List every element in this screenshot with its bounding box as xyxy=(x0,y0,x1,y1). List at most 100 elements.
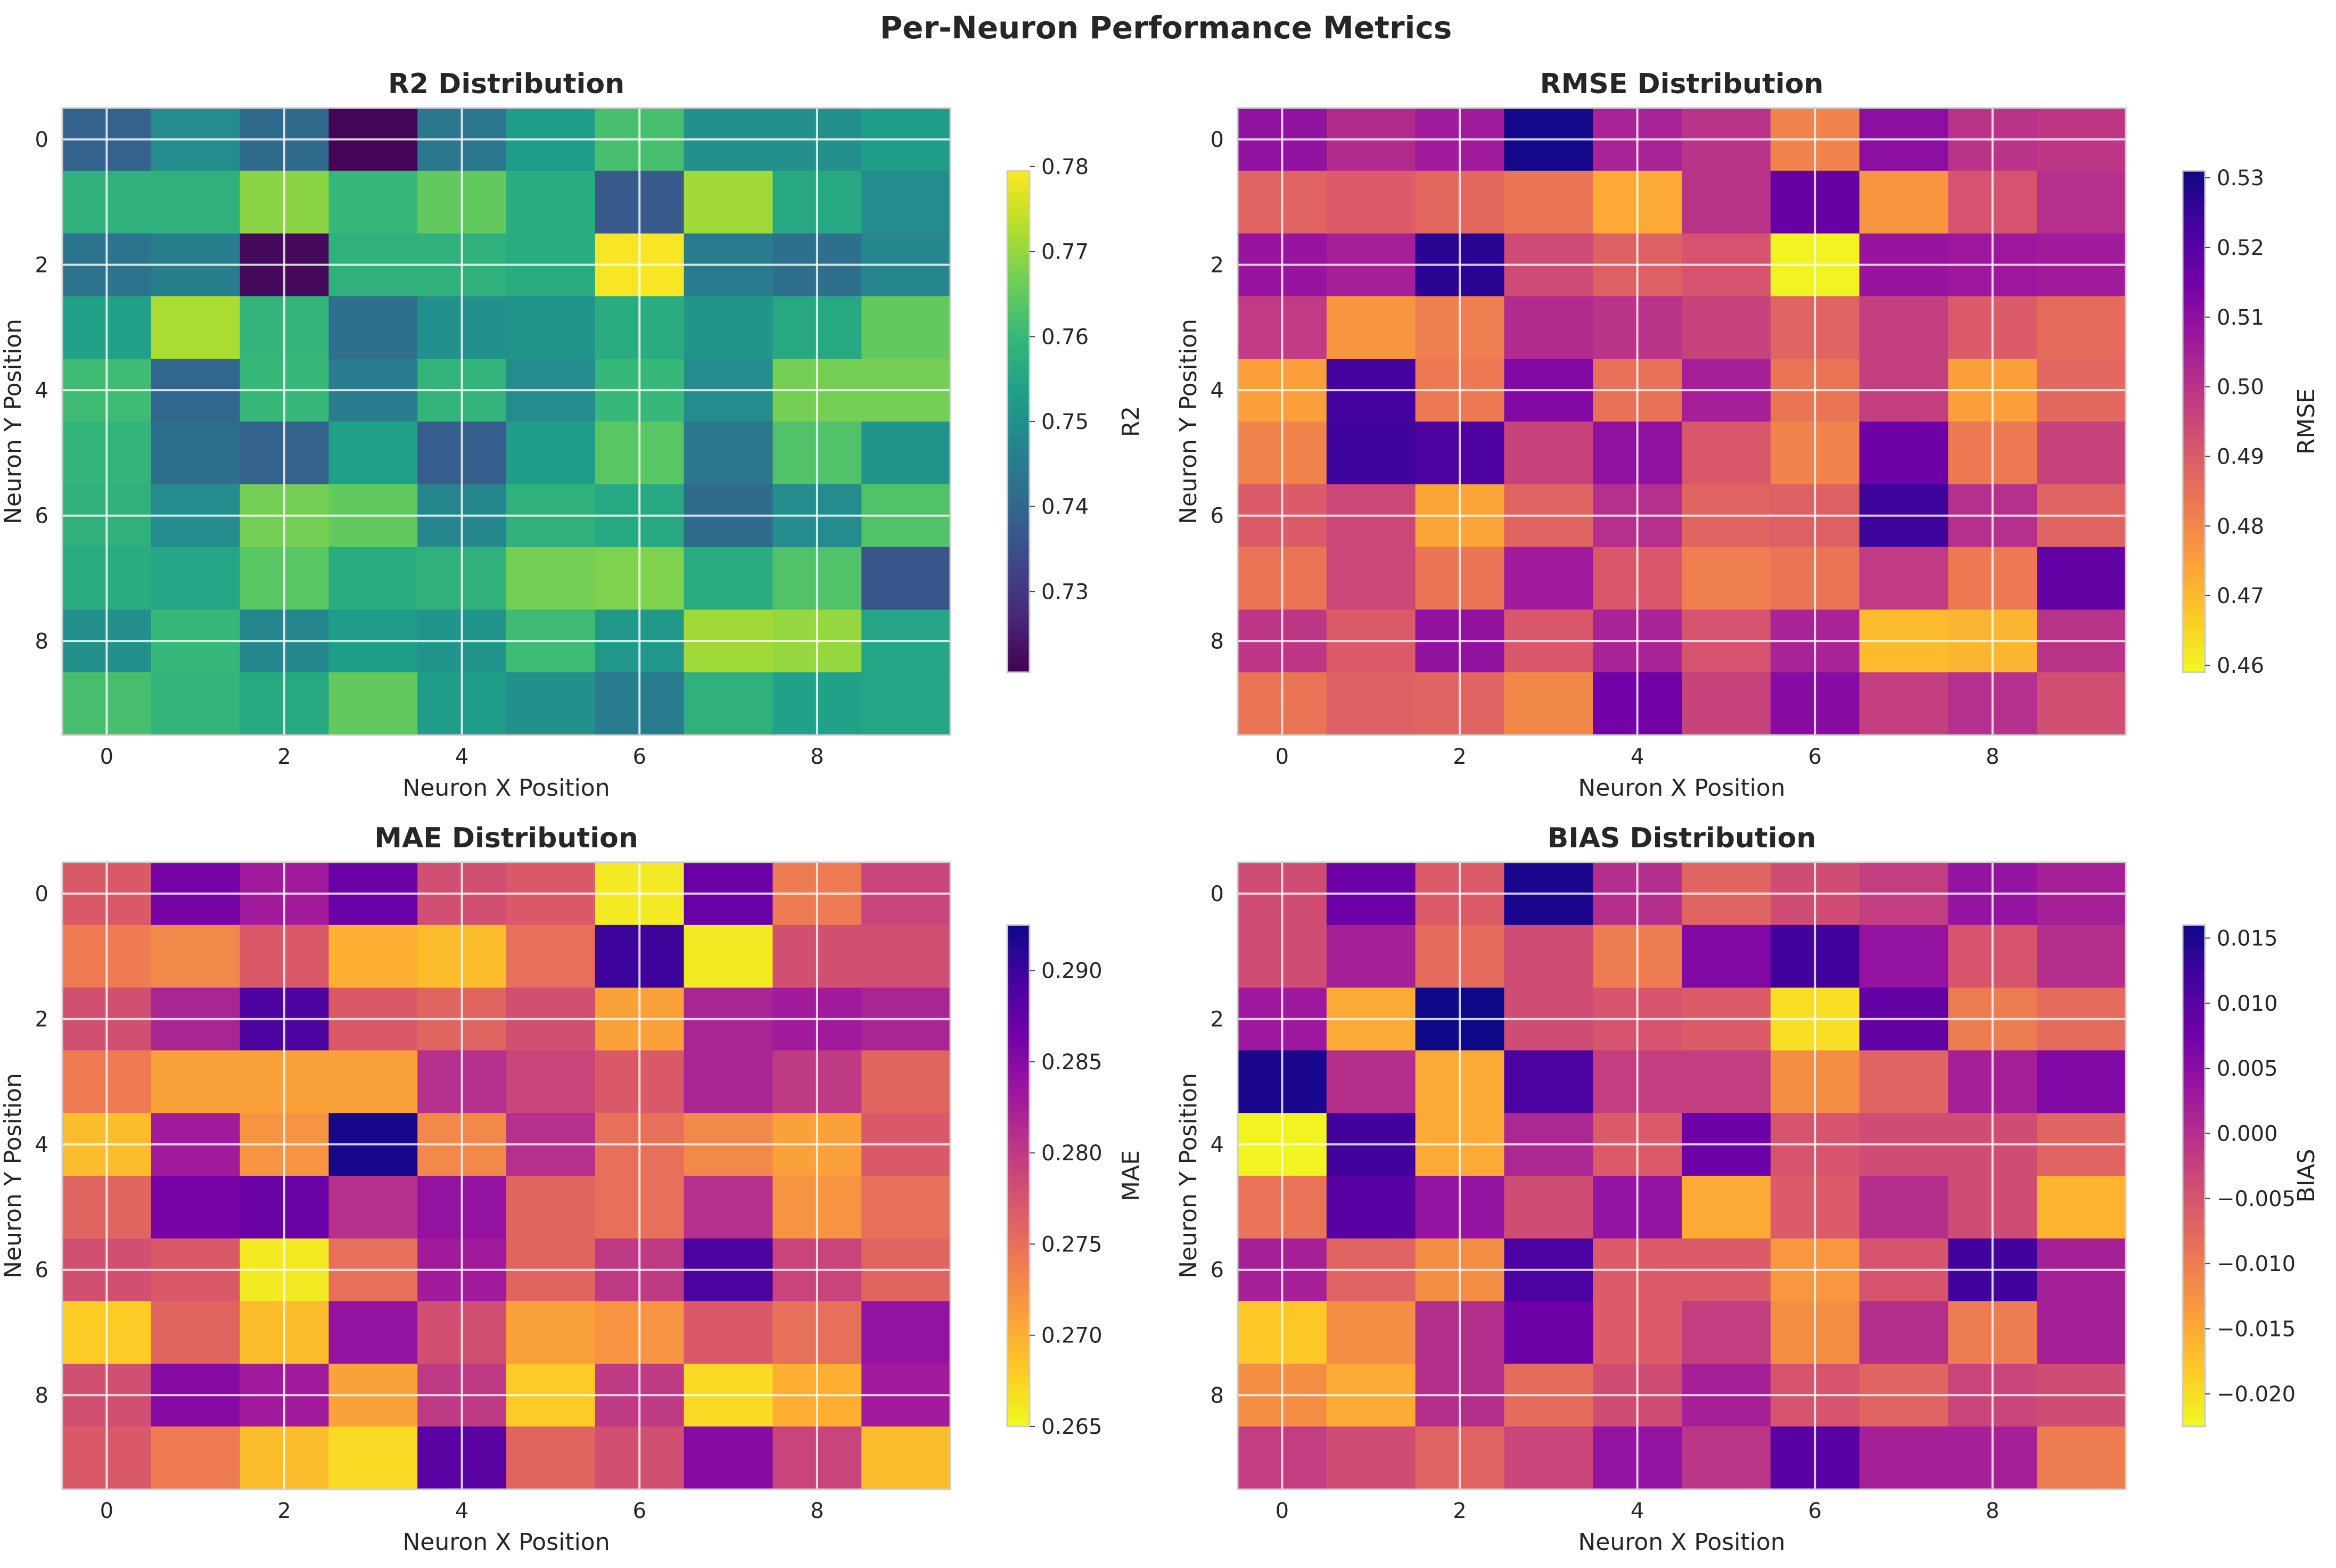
colorbar-segment xyxy=(2183,1272,2205,1277)
colorbar-segment xyxy=(2183,954,2205,959)
heatmap-cell xyxy=(1682,1176,1771,1239)
colorbar-segment xyxy=(1007,1009,1030,1013)
colorbar-segment xyxy=(1007,350,1030,356)
colorbar-segment xyxy=(2183,200,2205,205)
colorbar-segment xyxy=(1007,1201,1030,1206)
colorbar-segment xyxy=(2183,1339,2205,1343)
heatmap-cell xyxy=(1504,1301,1593,1365)
colorbar-segment xyxy=(2183,505,2205,510)
colorbar-segment xyxy=(1007,1096,1030,1101)
heatmap-cell xyxy=(861,170,951,234)
colorbar-segment xyxy=(2183,1414,2205,1419)
colorbar-segment xyxy=(2183,1171,2205,1176)
colorbar-segment xyxy=(2183,617,2205,623)
colorbar-segment xyxy=(2183,350,2205,356)
colorbar-segment xyxy=(1007,1259,1030,1264)
colorbar-segment xyxy=(2183,572,2205,577)
colorbar-segment xyxy=(1007,555,1030,560)
colorbar-segment xyxy=(2183,1209,2205,1214)
axes-frame xyxy=(61,861,951,1490)
colorbar-segment xyxy=(1007,480,1030,485)
colorbar-tick-label: 0.53 xyxy=(2217,166,2264,191)
colorbar-segment xyxy=(1007,1179,1030,1185)
colorbar-segment xyxy=(1007,1305,1030,1310)
colorbar-segment xyxy=(2183,1401,2205,1406)
colorbar-segment xyxy=(2183,589,2205,593)
colorbar-segment xyxy=(2183,651,2205,656)
colorbar-segment xyxy=(2183,1163,2205,1168)
colorbar-segment xyxy=(1007,950,1030,955)
y-tick-label: 4 xyxy=(35,1133,48,1157)
colorbar-segment xyxy=(2183,1301,2205,1306)
colorbar-segment xyxy=(1007,1226,1030,1231)
colorbar-segment xyxy=(1007,187,1030,193)
colorbar-segment xyxy=(2183,634,2205,639)
y-axis-label: Neuron Y Position xyxy=(1175,1073,1202,1278)
colorbar-segment xyxy=(1007,925,1030,930)
colorbar-segment xyxy=(1007,501,1030,506)
colorbar-tick-label: 0.74 xyxy=(1041,495,1089,519)
panel-title: BIAS Distribution xyxy=(1548,822,1816,854)
colorbar-segment xyxy=(2183,1029,2205,1034)
colorbar-segment xyxy=(1007,409,1030,414)
colorbar-segment xyxy=(1007,1213,1030,1218)
colorbar-segment xyxy=(2183,659,2205,665)
colorbar-segment xyxy=(2183,1317,2205,1323)
colorbar-segment xyxy=(2183,1259,2205,1264)
colorbar-segment xyxy=(2183,534,2205,539)
colorbar-segment xyxy=(1007,572,1030,577)
colorbar-segment xyxy=(1007,992,1030,997)
colorbar-segment xyxy=(2183,283,2205,288)
colorbar-segment xyxy=(1007,175,1030,180)
colorbar-segment xyxy=(1007,1380,1030,1385)
colorbar-segment xyxy=(1007,1364,1030,1368)
colorbar-segment xyxy=(1007,983,1030,988)
colorbar-tick-label: 0.010 xyxy=(2217,992,2278,1016)
colorbar-segment xyxy=(1007,1330,1030,1335)
colorbar-segment xyxy=(1007,309,1030,313)
colorbar-segment xyxy=(1007,1209,1030,1214)
colorbar-segment xyxy=(2183,375,2205,381)
heatmap-cell xyxy=(2037,422,2126,485)
colorbar-segment xyxy=(2183,614,2205,618)
colorbar-segment xyxy=(2183,555,2205,560)
colorbar-segment xyxy=(1007,1004,1030,1009)
colorbar-segment xyxy=(1007,1247,1030,1252)
colorbar-segment xyxy=(2183,287,2205,293)
colorbar-frame xyxy=(2182,924,2206,1427)
colorbar-segment xyxy=(2183,551,2205,556)
colorbar-segment xyxy=(1007,262,1030,268)
x-axis-label: Neuron X Position xyxy=(402,1529,610,1556)
colorbar-segment xyxy=(2183,1009,2205,1013)
colorbar-segment xyxy=(1007,530,1030,535)
heatmap-cell xyxy=(684,170,774,234)
colorbar-segment xyxy=(1007,1267,1030,1273)
heatmap-cell xyxy=(1326,925,1416,988)
colorbar-segment xyxy=(1007,668,1030,673)
colorbar-segment xyxy=(2183,279,2205,284)
colorbar-segment xyxy=(1007,212,1030,218)
heatmap-cell xyxy=(861,1050,951,1113)
colorbar-segment xyxy=(2183,580,2205,585)
colorbar-segment xyxy=(1007,1054,1030,1059)
colorbar-segment xyxy=(1007,1100,1030,1105)
colorbar-segment xyxy=(2183,609,2205,614)
colorbar-segment xyxy=(1007,563,1030,568)
colorbar-segment xyxy=(2183,992,2205,997)
colorbar-segment xyxy=(1007,196,1030,201)
grid-lines xyxy=(62,108,950,735)
colorbar-segment xyxy=(1007,271,1030,276)
colorbar-tick-label: −0.020 xyxy=(2217,1382,2296,1407)
colorbar-segment xyxy=(1007,283,1030,288)
panel-title: RMSE Distribution xyxy=(1540,68,1824,100)
colorbar-segment xyxy=(2183,379,2205,385)
heatmap-cell xyxy=(2037,1301,2126,1365)
heatmap-cell xyxy=(1859,925,1949,988)
axes-frame xyxy=(1237,107,2127,736)
heatmap-cell xyxy=(2037,1176,2126,1239)
colorbar-segment xyxy=(1007,472,1030,476)
y-tick-label: 8 xyxy=(1211,629,1224,654)
colorbar-segment xyxy=(2183,1042,2205,1047)
colorbar-segment xyxy=(1007,463,1030,468)
